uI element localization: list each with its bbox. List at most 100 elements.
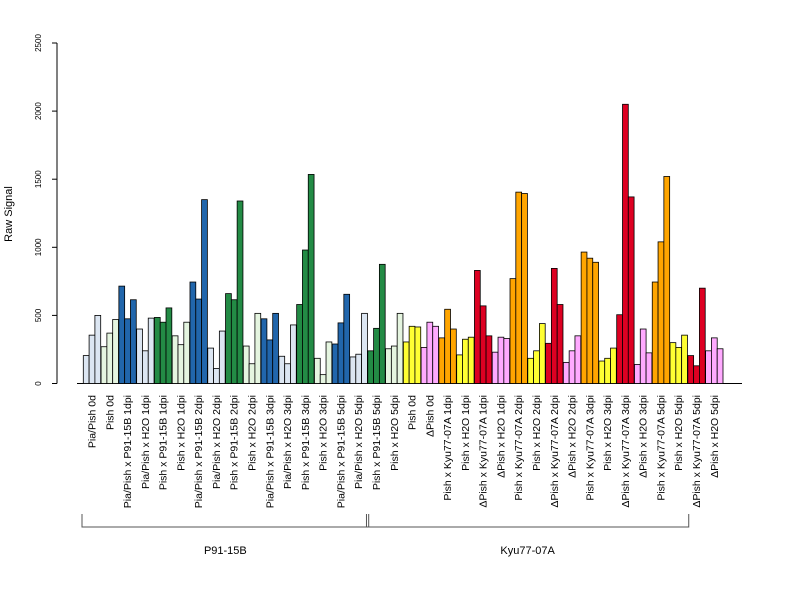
bar bbox=[189, 281, 197, 384]
bar bbox=[485, 335, 493, 384]
bar bbox=[307, 174, 315, 384]
bar bbox=[278, 355, 286, 384]
bar bbox=[147, 317, 155, 384]
y-tick-label: 1000 bbox=[34, 238, 43, 256]
bar bbox=[106, 332, 114, 384]
bar bbox=[675, 347, 683, 384]
category-label: ΔPish x Kyu77-07A 1dpi bbox=[478, 395, 490, 508]
bar-group bbox=[474, 270, 493, 384]
bar bbox=[627, 196, 635, 384]
bar-group bbox=[634, 328, 653, 384]
bar bbox=[462, 338, 469, 384]
bar bbox=[230, 299, 238, 384]
bar bbox=[450, 328, 457, 384]
y-tick-label: 500 bbox=[34, 308, 43, 322]
category-label: ΔPish x Kyu77-07A 2dpi bbox=[549, 395, 561, 508]
bar bbox=[390, 345, 398, 384]
category-label: Pish x Kyu77-07A 1dpi bbox=[442, 395, 454, 501]
category-label: Pia/Pish x H2O 1dpi bbox=[140, 395, 152, 489]
bar-group bbox=[651, 176, 671, 384]
bar bbox=[562, 361, 570, 384]
bar-group bbox=[385, 312, 404, 384]
bar bbox=[290, 324, 297, 384]
bar bbox=[598, 360, 606, 384]
group-bracket bbox=[81, 514, 370, 528]
bar-group bbox=[598, 347, 617, 384]
bar bbox=[657, 241, 665, 384]
bar bbox=[296, 304, 303, 384]
bar bbox=[716, 348, 724, 384]
bar bbox=[171, 335, 179, 384]
bar bbox=[539, 323, 546, 384]
bar bbox=[705, 350, 712, 384]
category-label: Pia/Pish x H2O 3dpi bbox=[282, 395, 294, 489]
bar bbox=[201, 199, 208, 384]
bar-group bbox=[118, 285, 137, 384]
bar-group bbox=[367, 263, 386, 384]
bar bbox=[687, 355, 695, 384]
bar bbox=[248, 363, 256, 384]
y-tick-label: 2500 bbox=[34, 34, 43, 52]
category-label: Pish x H2O 2dpi bbox=[247, 395, 259, 471]
bar-group bbox=[580, 251, 599, 384]
bar bbox=[195, 298, 202, 384]
bar bbox=[402, 341, 410, 384]
bar bbox=[699, 287, 706, 384]
bar-group bbox=[207, 330, 226, 384]
bar bbox=[580, 251, 588, 384]
bar bbox=[177, 344, 185, 384]
y-axis: 0 500 1000 1500 2000 2500 bbox=[34, 34, 58, 386]
bar bbox=[266, 339, 274, 384]
category-label: Pish x H2O 5dpi bbox=[673, 395, 685, 471]
y-tick-label: 1500 bbox=[34, 170, 43, 188]
category-label: Pish x H2O 2dpi bbox=[531, 395, 543, 471]
bar-group bbox=[154, 307, 173, 384]
bar bbox=[302, 249, 309, 384]
group-label: P91-15B bbox=[204, 545, 247, 557]
bar-group bbox=[562, 335, 582, 384]
bar bbox=[474, 270, 481, 384]
bar bbox=[610, 347, 617, 384]
bar bbox=[616, 314, 623, 384]
category-label: Pia/Pish x P91-15B 5dpi bbox=[335, 395, 347, 508]
bar bbox=[88, 334, 96, 384]
bar bbox=[337, 322, 345, 384]
bar bbox=[604, 357, 611, 384]
bar bbox=[82, 355, 90, 384]
bar bbox=[396, 312, 404, 384]
y-tick-label: 2000 bbox=[34, 102, 43, 120]
bar bbox=[136, 328, 143, 384]
bar-series bbox=[82, 103, 724, 384]
bar-group bbox=[438, 308, 457, 384]
category-label: Pia/Pish x P91-15B 1dpi bbox=[122, 395, 134, 508]
bar-group bbox=[687, 287, 706, 384]
category-label: Pish x H2O 1dpi bbox=[175, 395, 187, 471]
bar bbox=[550, 268, 558, 384]
bar bbox=[207, 347, 214, 384]
category-label: ΔPish x Kyu77-07A 3dpi bbox=[620, 395, 632, 508]
bar bbox=[426, 321, 434, 384]
bar-group bbox=[296, 174, 315, 384]
bar-group bbox=[349, 312, 368, 384]
bar bbox=[639, 328, 647, 384]
bar bbox=[491, 351, 499, 384]
bar-group bbox=[402, 325, 422, 384]
group-label: Kyu77-07A bbox=[500, 545, 555, 557]
category-label: Pish x P91-15B 2dpi bbox=[229, 395, 241, 490]
bar bbox=[325, 341, 333, 384]
bar bbox=[420, 347, 428, 384]
category-label: Pish x P91-15B 5dpi bbox=[371, 395, 383, 490]
bar bbox=[100, 346, 108, 384]
bar bbox=[651, 281, 659, 384]
bar bbox=[183, 321, 191, 384]
bar-group bbox=[705, 337, 724, 384]
bar bbox=[622, 103, 629, 384]
bar bbox=[272, 312, 279, 384]
bar bbox=[165, 307, 173, 384]
category-label: Pish 0d bbox=[407, 395, 419, 430]
bar bbox=[361, 312, 368, 384]
bar bbox=[124, 318, 131, 384]
bar bbox=[444, 308, 451, 384]
bar bbox=[319, 374, 327, 384]
